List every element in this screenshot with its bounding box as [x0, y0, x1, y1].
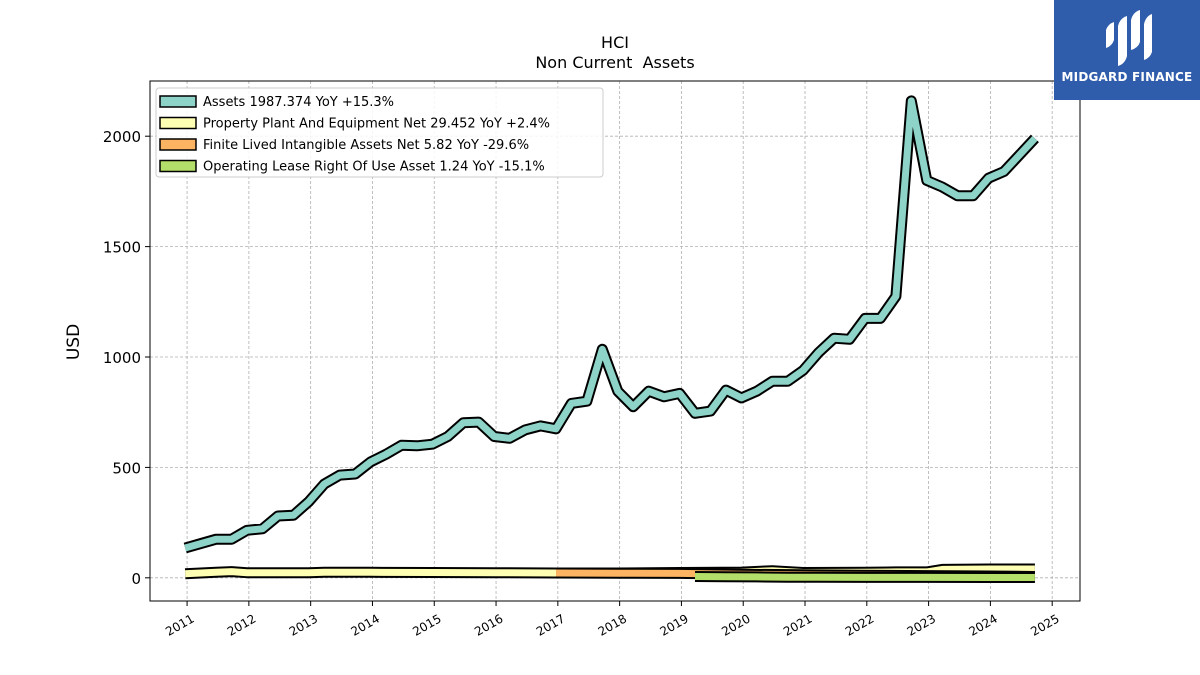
brand-name: MIDGARD FINANCE	[1061, 70, 1193, 84]
legend-swatch	[159, 138, 197, 151]
chart-subtitle: Non Current Assets	[535, 53, 694, 72]
legend-label: Property Plant And Equipment Net 29.452 …	[203, 117, 550, 132]
chart-title: HCI	[601, 33, 629, 52]
legend-item: Finite Lived Intangible Assets Net 5.82 …	[159, 138, 529, 153]
y-axis-label: USD	[64, 324, 84, 360]
legend-label: Assets 1987.374 YoY +15.3%	[203, 95, 394, 110]
y-tick-label: 2000	[103, 128, 141, 146]
y-tick-label: 1000	[103, 349, 141, 367]
series-line	[184, 97, 1038, 552]
x-tick-label: 2024	[966, 611, 999, 638]
x-tick-label: 2019	[657, 611, 690, 638]
legend-label: Finite Lived Intangible Assets Net 5.82 …	[203, 138, 529, 153]
legend-item: Assets 1987.374 YoY +15.3%	[159, 95, 394, 110]
x-tick-label: 2016	[472, 611, 505, 638]
x-tick-label: 2013	[287, 611, 320, 638]
y-tick-label: 1500	[103, 239, 141, 257]
plot-frame	[149, 80, 1081, 602]
legend-box	[155, 87, 604, 178]
x-tick-label: 2022	[843, 611, 876, 638]
legend-swatch	[159, 116, 197, 130]
legend-label: Operating Lease Right Of Use Asset 1.24 …	[203, 160, 545, 175]
legend-swatch	[159, 95, 197, 108]
legend: Assets 1987.374 YoY +15.3% Property Plant…	[155, 87, 604, 178]
brand-mark-icon	[1106, 10, 1152, 66]
legend-item: Property Plant And Equipment Net 29.452 …	[159, 116, 550, 132]
x-tick-label: 2014	[349, 611, 382, 638]
x-tick-label: 2012	[225, 611, 258, 638]
legend-item: Operating Lease Right Of Use Asset 1.24 …	[159, 159, 545, 175]
series-line	[694, 573, 1035, 581]
x-tick-label: 2015	[410, 611, 443, 638]
x-tick-label: 2023	[905, 611, 938, 638]
y-tick-label: 500	[112, 459, 141, 477]
x-tick-label: 2017	[534, 611, 567, 638]
x-tick-label: 2021	[781, 611, 814, 638]
series-operating-lease-right-of-use-asset	[694, 571, 1035, 583]
x-tick-label: 2020	[719, 611, 752, 638]
y-tick-label: 0	[131, 570, 141, 588]
series-layer	[183, 95, 1039, 583]
x-tick-label: 2011	[163, 611, 196, 638]
x-axis: 2011 2012 2013 2014 2015 2016 2017 2018 2019 2020…	[163, 601, 1062, 639]
x-tick-label: 2018	[596, 611, 629, 638]
legend-swatch	[159, 159, 197, 173]
x-tick-label: 2025	[1028, 611, 1061, 638]
series-assets	[183, 95, 1039, 554]
y-axis: 0 500 1000 1500 2000	[103, 128, 150, 588]
brand-logo: MIDGARD FINANCE	[1054, 0, 1200, 100]
